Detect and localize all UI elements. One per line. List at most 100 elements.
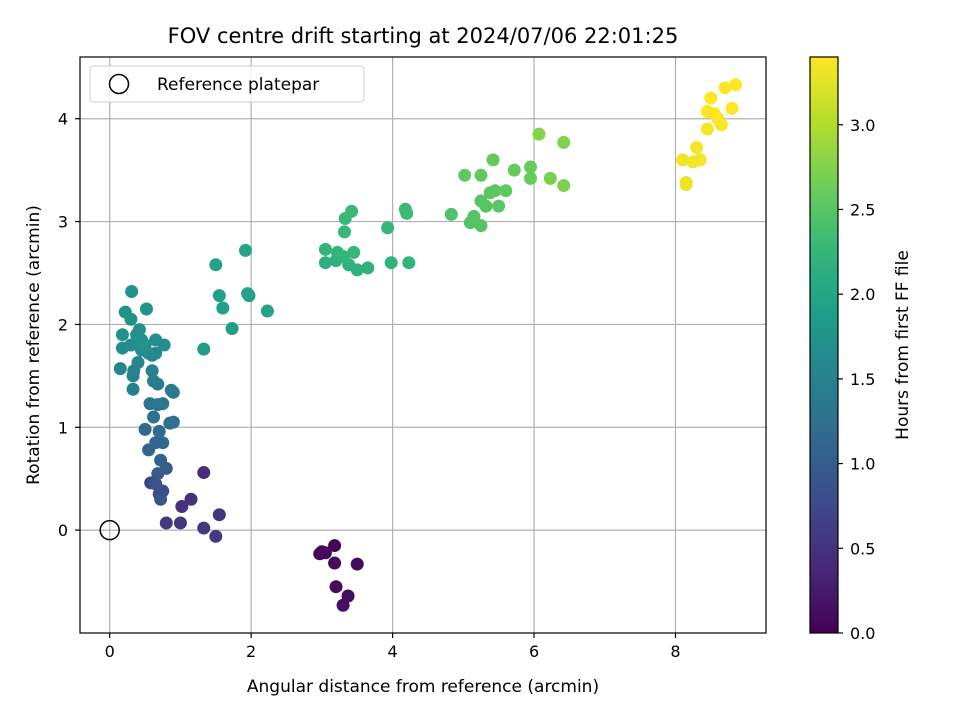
y-axis-label: Rotation from reference (arcmin) — [24, 205, 44, 485]
grid-lines — [80, 57, 766, 633]
data-point — [152, 424, 166, 438]
data-point — [347, 245, 361, 259]
data-point — [138, 422, 152, 436]
data-point — [164, 383, 178, 397]
colorbar-tick-label: 0.0 — [850, 624, 875, 643]
data-point — [704, 91, 718, 105]
colorbar-tick-label: 1.5 — [850, 370, 875, 389]
data-point — [113, 362, 127, 376]
colorbar-tick-label: 2.5 — [850, 200, 875, 219]
y-tick-label: 2 — [58, 315, 68, 334]
data-point — [492, 199, 506, 213]
data-point — [131, 355, 145, 369]
data-point — [690, 141, 704, 155]
data-point — [115, 328, 129, 342]
y-tick-label: 4 — [58, 110, 68, 129]
data-points — [113, 78, 743, 612]
data-point — [315, 545, 329, 559]
data-point — [132, 323, 146, 337]
x-tick-label: 2 — [246, 642, 256, 661]
data-point — [209, 258, 223, 272]
data-point — [151, 398, 165, 412]
data-point — [125, 285, 139, 299]
data-point — [126, 382, 140, 396]
data-point — [458, 168, 472, 182]
x-tick-label: 6 — [529, 642, 539, 661]
data-point — [318, 242, 332, 256]
data-point — [328, 556, 342, 570]
data-point — [488, 184, 502, 198]
data-point — [336, 250, 350, 264]
data-point — [718, 81, 732, 95]
x-axis-label: Angular distance from reference (arcmin) — [247, 677, 599, 697]
data-point — [212, 289, 226, 303]
data-point — [361, 261, 375, 275]
legend: Reference platepar — [89, 65, 365, 103]
data-point — [523, 171, 537, 185]
data-point — [337, 225, 351, 239]
data-point — [381, 221, 395, 235]
data-point — [700, 122, 714, 136]
data-point — [238, 243, 252, 257]
data-point — [400, 206, 414, 220]
data-point — [145, 364, 159, 378]
colorbar-label: Hours from first FF file — [893, 250, 913, 440]
x-tick-label: 4 — [387, 642, 397, 661]
plot-frame — [79, 56, 767, 634]
data-point — [225, 322, 239, 336]
data-point — [124, 338, 138, 352]
data-point — [135, 333, 149, 347]
reference-platepar-point — [99, 519, 120, 541]
data-point — [328, 539, 342, 553]
y-tick-label: 0 — [58, 521, 68, 540]
data-point — [209, 529, 223, 543]
data-point — [467, 209, 481, 223]
legend-box — [89, 65, 365, 103]
legend-entry-reference-platepar: Reference platepar — [157, 75, 319, 95]
y-axis-ticks: 0 1 2 3 4 — [58, 110, 80, 540]
data-point — [350, 263, 364, 277]
data-point — [474, 219, 488, 233]
x-tick-label: 8 — [670, 642, 680, 661]
data-point — [557, 135, 571, 149]
data-point — [479, 199, 493, 213]
colorbar-tick-label: 1.0 — [850, 455, 875, 474]
data-point — [139, 302, 153, 316]
x-tick-label: 0 — [105, 642, 115, 661]
data-point — [156, 436, 170, 450]
data-point — [499, 184, 513, 198]
colorbar-tick-label: 0.5 — [850, 539, 875, 558]
data-point — [486, 153, 500, 167]
data-point — [318, 256, 332, 270]
data-point — [147, 410, 161, 424]
data-point — [175, 499, 189, 513]
data-point — [693, 153, 707, 167]
data-point — [260, 304, 274, 318]
data-point — [676, 153, 690, 167]
data-point — [350, 557, 364, 571]
data-point — [118, 305, 132, 319]
data-point — [725, 101, 739, 115]
colorbar-tick-label: 3.0 — [850, 116, 875, 135]
legend-marker-open-circle-icon — [108, 73, 130, 95]
data-point — [149, 333, 163, 347]
data-point — [507, 163, 521, 177]
data-point — [197, 466, 211, 480]
data-point — [329, 580, 343, 594]
data-point — [729, 78, 743, 92]
colorbar: 0.0 0.5 1.0 1.5 2.0 2.5 3.0 Hours from first F… — [809, 56, 913, 643]
data-point — [402, 256, 416, 270]
data-point — [336, 598, 350, 612]
data-point — [173, 516, 187, 530]
data-point — [212, 508, 226, 522]
colorbar-gradient — [809, 56, 839, 634]
data-point — [532, 127, 546, 141]
data-point — [166, 415, 180, 429]
data-point — [197, 342, 211, 356]
data-point — [149, 477, 163, 491]
data-point — [444, 207, 458, 221]
colorbar-tick-label: 2.0 — [850, 285, 875, 304]
data-point — [184, 492, 198, 506]
